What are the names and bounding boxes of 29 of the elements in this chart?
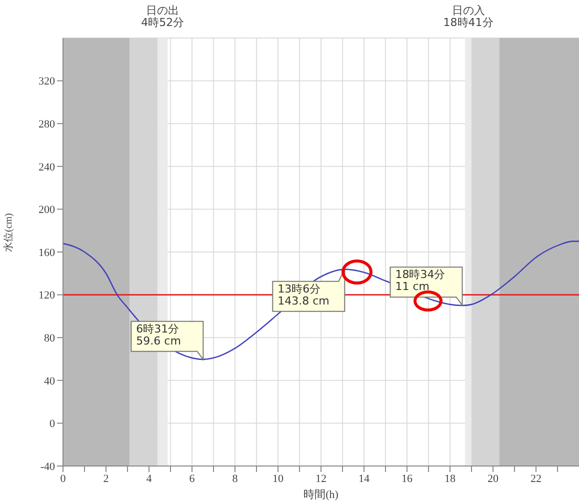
x-tick-label: 4 — [146, 472, 152, 485]
annotation: 13時6分 143.8 cm — [278, 282, 330, 308]
y-tick-label: 240 — [38, 161, 56, 174]
annotation: 18時34分 11 cm — [395, 268, 446, 294]
band-label: 日の入 18時41分 — [443, 4, 494, 29]
band-label: 日の出 4時52分 — [141, 4, 184, 29]
x-tick-label: 18 — [444, 472, 456, 485]
x-tick-label: 22 — [530, 472, 542, 485]
x-tick-label: 16 — [402, 472, 413, 485]
y-tick-label: 280 — [38, 118, 56, 131]
x-tick-label: 12 — [316, 472, 326, 485]
x-tick-label: 0 — [60, 472, 66, 485]
annotation: 6時31分 59.6 cm — [136, 322, 181, 348]
x-tick-label: 2 — [103, 472, 109, 485]
x-tick-label: 14 — [358, 472, 370, 485]
x-axis-title: 時間(h) — [304, 488, 339, 501]
x-tick-label: 20 — [488, 472, 499, 485]
y-tick-label: -40 — [40, 460, 56, 473]
x-tick-label: 10 — [272, 472, 284, 485]
y-axis-title: 水位(cm) — [2, 213, 15, 252]
y-tick-label: 160 — [38, 246, 56, 259]
x-tick-label: 8 — [232, 472, 238, 485]
y-tick-label: 40 — [44, 375, 56, 388]
x-tick-label: 6 — [189, 472, 196, 485]
y-tick-label: 0 — [50, 418, 56, 430]
y-tick-label: 320 — [38, 76, 56, 88]
y-tick-label: 120 — [38, 290, 56, 302]
y-tick-label: 80 — [44, 332, 56, 345]
y-tick-label: 200 — [38, 204, 56, 216]
